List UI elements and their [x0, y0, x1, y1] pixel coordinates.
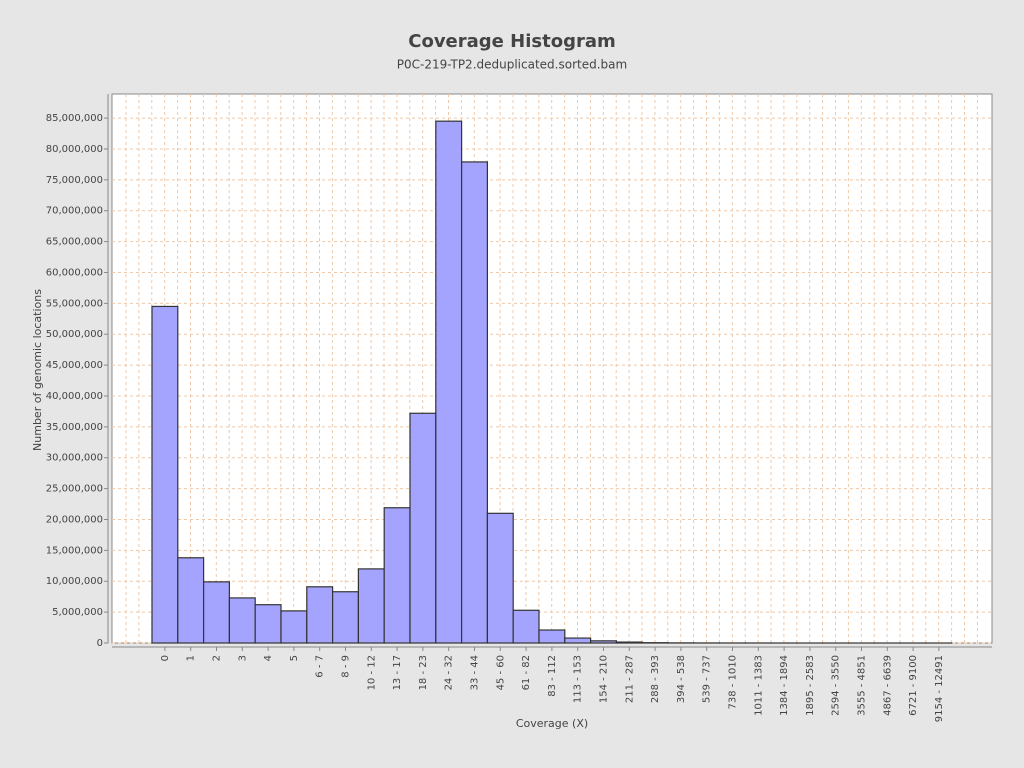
x-tick-label: 394 - 538: [676, 655, 687, 703]
y-tick-label: 30,000,000: [46, 453, 103, 464]
x-tick-label: 10 - 12: [366, 655, 377, 690]
y-tick-label: 25,000,000: [46, 484, 103, 495]
bar: [280, 610, 308, 644]
y-tick-label: 80,000,000: [46, 144, 103, 155]
x-tick-label: 5: [289, 655, 300, 661]
y-tick-label: 10,000,000: [46, 576, 103, 587]
x-tick-label: 6721 - 9100: [908, 655, 919, 716]
plot-area: [111, 93, 993, 644]
x-tick-label: 1: [186, 655, 197, 661]
bar: [512, 609, 540, 644]
bar: [254, 604, 282, 644]
bar: [409, 412, 437, 644]
x-tick-label: 539 - 737: [702, 655, 713, 703]
bar: [228, 597, 256, 644]
y-tick-label: 75,000,000: [46, 175, 103, 186]
x-tick-label: 154 - 210: [599, 655, 610, 703]
x-tick-label: 113 - 153: [573, 655, 584, 703]
x-tick-label: 45 - 60: [495, 655, 506, 690]
y-tick-label: 65,000,000: [46, 237, 103, 248]
x-axis-label: Coverage (X): [516, 717, 588, 730]
y-tick-label: 0: [97, 638, 103, 649]
bar: [461, 161, 489, 644]
x-tick-label: 738 - 1010: [728, 655, 739, 710]
x-tick-label: 2594 - 3550: [831, 655, 842, 716]
bar: [615, 641, 643, 644]
x-tick-label: 1384 - 1894: [779, 655, 790, 716]
bar: [203, 581, 231, 644]
x-tick-label: 288 - 393: [650, 655, 661, 703]
x-tick-label: 1895 - 2583: [805, 655, 816, 716]
y-tick-label: 15,000,000: [46, 545, 103, 556]
y-tick-label: 20,000,000: [46, 514, 103, 525]
x-tick-label: 13 - 17: [392, 655, 403, 690]
x-tick-label: 24 - 32: [444, 655, 455, 690]
bar: [332, 591, 360, 644]
chart-subtitle: P0C-219-TP2.deduplicated.sorted.bam: [397, 58, 627, 72]
x-tick-label: 8 - 9: [341, 655, 352, 678]
bar: [383, 507, 411, 644]
x-tick-label: 4: [263, 655, 274, 661]
y-tick-label: 50,000,000: [46, 329, 103, 340]
y-tick-label: 85,000,000: [46, 113, 103, 124]
x-tick-label: 9154 - 12491: [934, 655, 945, 722]
bar: [538, 629, 566, 644]
y-tick-label: 35,000,000: [46, 422, 103, 433]
bar: [177, 557, 205, 644]
bar: [435, 120, 463, 644]
y-tick-label: 45,000,000: [46, 360, 103, 371]
x-tick-label: 2: [212, 655, 223, 661]
x-tick-label: 3: [237, 655, 248, 661]
x-tick-label: 0: [160, 655, 171, 661]
bar: [589, 640, 617, 644]
y-tick-label: 70,000,000: [46, 206, 103, 217]
x-tick-label: 33 - 44: [470, 655, 481, 690]
bar: [564, 637, 592, 644]
y-tick-label: 55,000,000: [46, 298, 103, 309]
x-tick-label: 6 - 7: [315, 655, 326, 678]
x-tick-label: 61 - 82: [521, 655, 532, 690]
x-tick-label: 4867 - 6639: [882, 655, 893, 716]
x-tick-label: 3555 - 4851: [857, 655, 868, 716]
chart-title: Coverage Histogram: [408, 31, 615, 52]
y-tick-label: 40,000,000: [46, 391, 103, 402]
x-tick-label: 1011 - 1383: [753, 655, 764, 716]
x-tick-label: 211 - 287: [624, 655, 635, 703]
bar: [357, 568, 385, 644]
x-tick-label: 83 - 112: [547, 655, 558, 697]
x-tick-label: 18 - 23: [418, 655, 429, 690]
bar: [486, 512, 514, 644]
y-tick-label: 60,000,000: [46, 267, 103, 278]
bar: [151, 305, 179, 644]
y-axis-label: Number of genomic locations: [31, 289, 44, 451]
y-tick-label: 5,000,000: [52, 607, 103, 618]
bar: [306, 586, 334, 644]
